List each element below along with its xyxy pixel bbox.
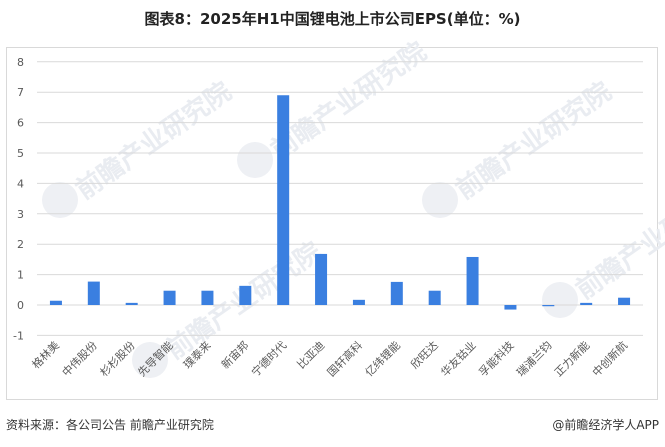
x-tick-label: 新宙邦: [218, 338, 251, 371]
bar: [618, 297, 631, 305]
x-tick-label: 华友钴业: [438, 338, 479, 379]
bar: [352, 299, 365, 305]
x-tick-label: 中创新航: [589, 338, 630, 379]
bar: [315, 253, 328, 305]
watermark-text: 前瞻产业研究院: [265, 36, 432, 166]
credit-note: @前瞻经济学人APP: [552, 418, 659, 432]
watermark-logo-icon: [42, 182, 78, 218]
bar: [125, 302, 138, 305]
bar: [466, 256, 479, 305]
y-tick-label: 3: [17, 208, 24, 221]
x-tick-label: 欣旺达: [408, 338, 441, 371]
y-tick-label: 1: [17, 269, 24, 282]
bar: [163, 290, 176, 305]
y-axis: -1 0 1 2 3 4 5 6 7 8: [13, 56, 24, 343]
y-tick-label: 0: [17, 299, 24, 312]
bar: [504, 305, 517, 310]
x-tick-label: 亿纬锂能: [362, 338, 403, 379]
bar: [49, 300, 62, 305]
watermark-logo-icon: [237, 142, 273, 178]
x-tick-label: 国轩高科: [324, 338, 365, 379]
y-tick-label: 4: [17, 177, 24, 190]
bar: [580, 302, 593, 305]
source-note: 资料来源：各公司公告 前瞻产业研究院: [6, 418, 214, 432]
y-tick-label: 7: [17, 86, 24, 99]
x-tick-label: 瑞浦兰钧: [513, 338, 554, 379]
chart-title: 图表8：2025年H1中国锂电池上市公司EPS(单位：%): [144, 10, 521, 28]
gridlines: [37, 61, 643, 336]
y-tick-label: 5: [17, 147, 24, 160]
watermark-text: 前瞻产业研究院: [70, 76, 237, 206]
bar: [277, 95, 290, 306]
x-tick-label: 格林美: [29, 338, 62, 371]
bar: [390, 281, 403, 305]
bar: [87, 281, 100, 305]
watermark-logo-icon: [422, 182, 458, 218]
watermark-text: 前瞻产业研究院: [570, 176, 665, 306]
watermark-logo-icon: [542, 282, 578, 318]
bar: [239, 285, 252, 305]
x-tick-label: 中伟股份: [60, 339, 100, 379]
x-tick-label: 孚能科技: [476, 338, 517, 379]
watermark-logo-icon: [132, 342, 168, 378]
y-tick-label: -1: [13, 329, 24, 342]
watermark-text: 前瞻产业研究院: [450, 76, 617, 206]
bar: [201, 290, 214, 305]
y-tick-label: 8: [17, 56, 24, 69]
bars: [49, 95, 631, 310]
bar: [542, 305, 555, 307]
x-tick-label: 正力新能: [551, 338, 592, 379]
x-tick-label: 宁德时代: [248, 338, 289, 379]
chart-frame: [6, 47, 658, 400]
y-tick-label: 2: [17, 238, 24, 251]
x-tick-label: 杉杉股份: [97, 338, 138, 379]
y-tick-label: 6: [17, 117, 24, 130]
bar: [428, 290, 441, 305]
x-tick-label: 比亚迪: [295, 339, 328, 372]
